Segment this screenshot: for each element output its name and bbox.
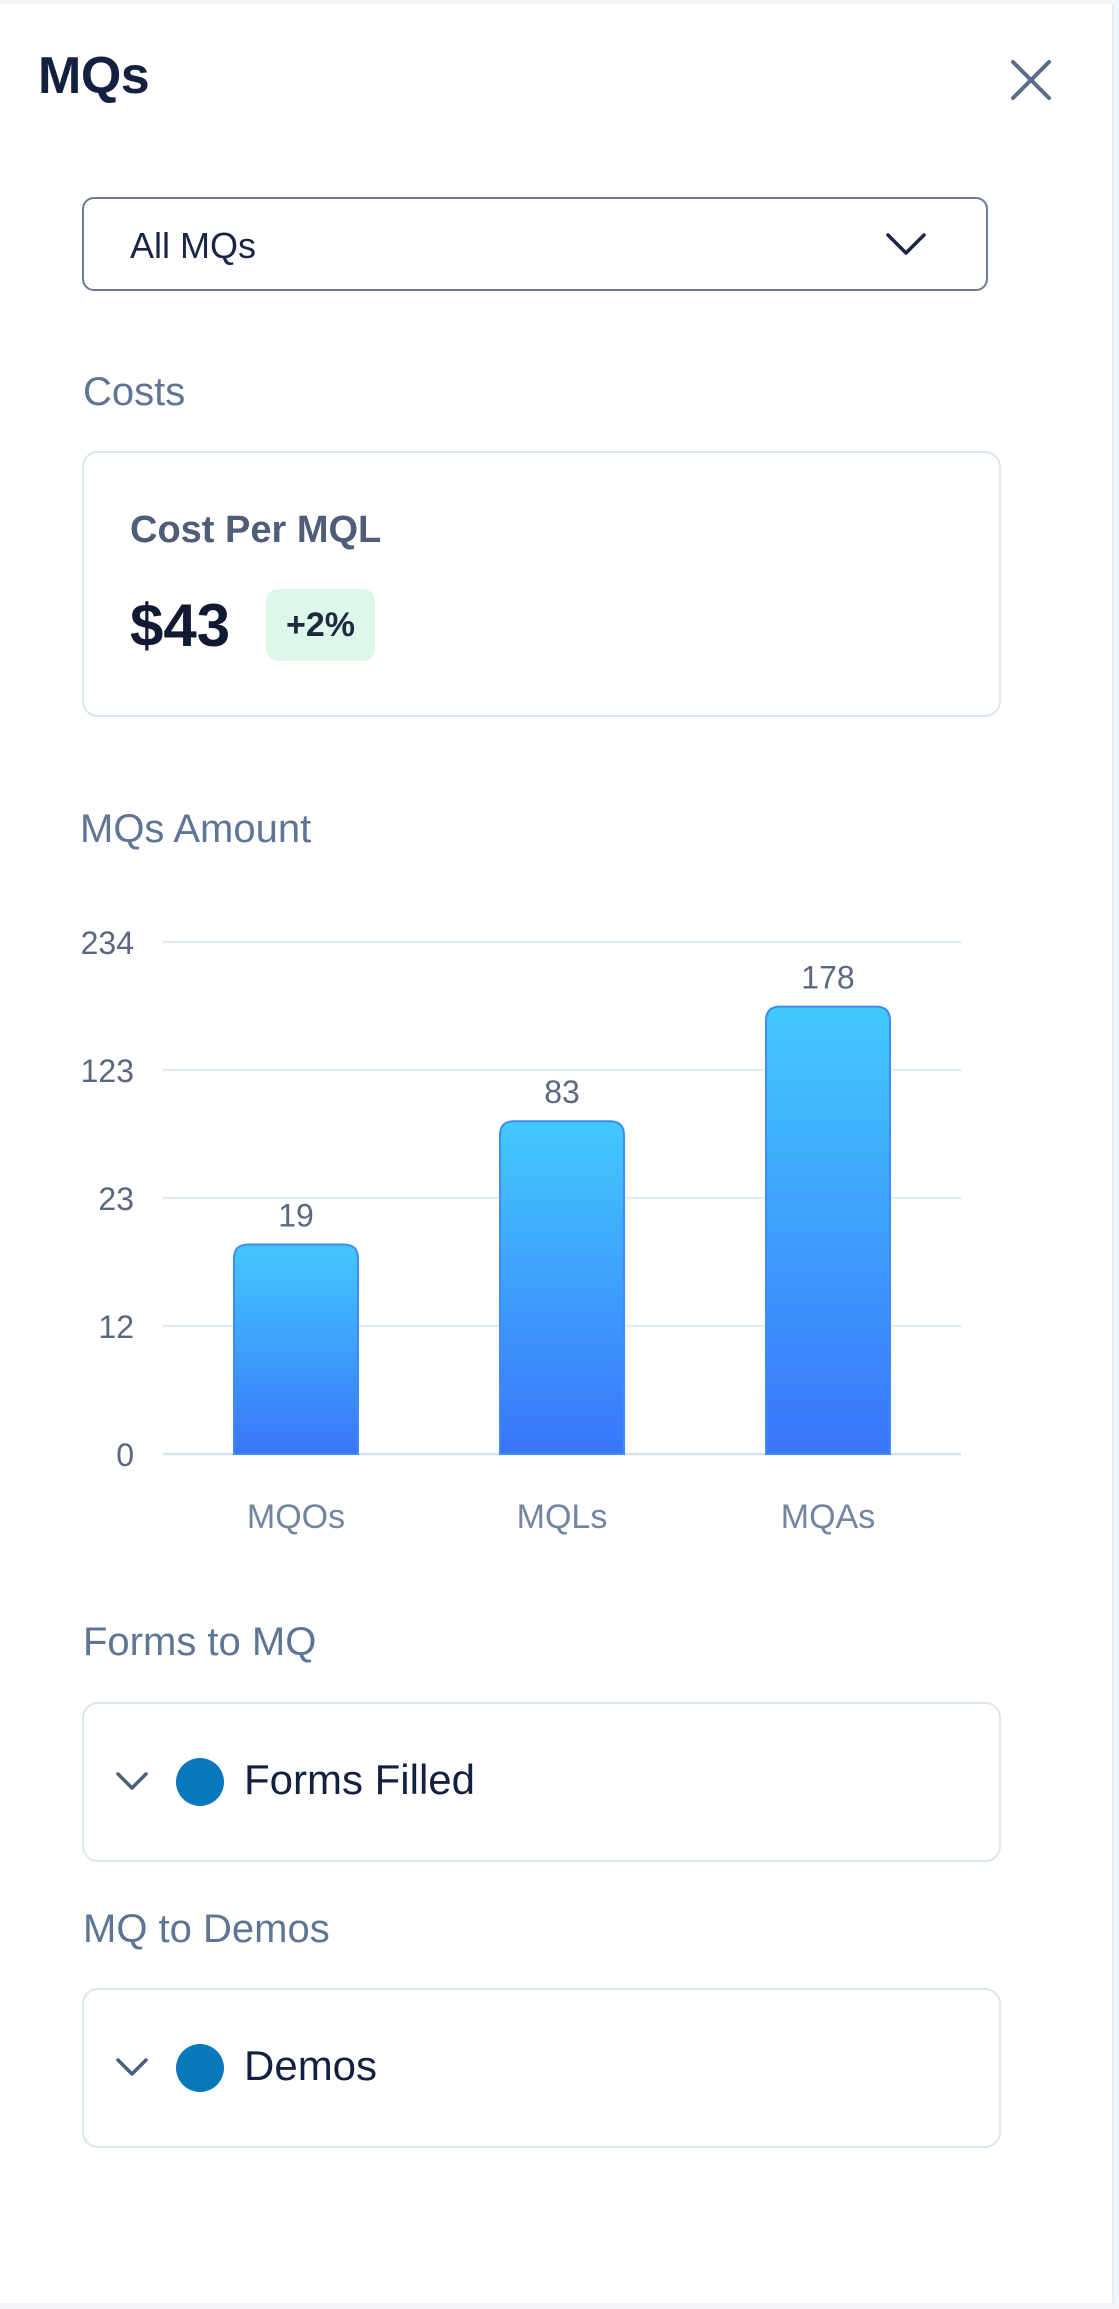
- demos-accordion[interactable]: Demos: [82, 1988, 1001, 2148]
- accordion-label: Demos: [244, 2042, 378, 2089]
- bar-mqls: [499, 1120, 625, 1455]
- mqs-amount-section-label: MQs Amount: [80, 807, 312, 851]
- panel-title: MQs: [38, 47, 150, 105]
- forms-section-label: Forms to MQ: [83, 1620, 317, 1664]
- bar-value-label: 83: [544, 1074, 580, 1110]
- x-category-label: MQLs: [517, 1498, 608, 1536]
- chevron-down-icon[interactable]: [114, 2056, 150, 2080]
- x-category-label: MQOs: [247, 1498, 345, 1536]
- costs-section-label: Costs: [83, 370, 186, 414]
- mq-filter-select[interactable]: All MQs: [82, 197, 988, 291]
- bar-value-label: 178: [801, 960, 854, 996]
- x-category-label: MQAs: [781, 1498, 875, 1536]
- y-tick-label: 23: [98, 1181, 134, 1217]
- y-tick-label: 123: [81, 1053, 134, 1089]
- series-dot: [176, 2044, 224, 2092]
- metric-value: $43: [130, 592, 231, 659]
- bar-mqos: [233, 1243, 359, 1455]
- metric-title: Cost Per MQL: [130, 509, 382, 551]
- y-tick-label: 234: [81, 925, 134, 961]
- series-dot: [176, 1758, 224, 1806]
- change-badge: +2%: [266, 589, 375, 661]
- mq-filter-value: All MQs: [130, 225, 256, 266]
- forms-filled-accordion[interactable]: Forms Filled: [82, 1702, 1001, 1862]
- y-tick-label: 0: [116, 1437, 134, 1473]
- demos-section-label: MQ to Demos: [83, 1907, 330, 1951]
- mqs-panel: MQs All MQs Costs Cost Per MQL $43 +2% M…: [0, 4, 1114, 2303]
- chevron-down-icon: [886, 233, 926, 255]
- close-icon[interactable]: [1005, 54, 1057, 106]
- y-tick-label: 12: [98, 1309, 134, 1345]
- bar-value-label: 19: [278, 1198, 314, 1234]
- bar-mqas: [765, 1005, 891, 1455]
- accordion-label: Forms Filled: [244, 1756, 476, 1803]
- mqs-amount-bar-chart: 0 12 23 123 234 19 MQOs 83 MQLs 178 MQAs: [81, 925, 961, 1536]
- cost-per-mql-card: Cost Per MQL $43 +2%: [82, 451, 1001, 717]
- chevron-down-icon[interactable]: [114, 1770, 150, 1794]
